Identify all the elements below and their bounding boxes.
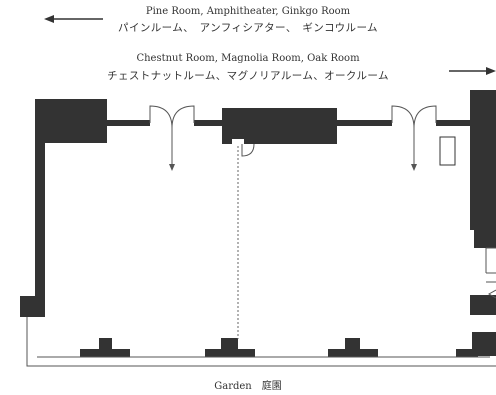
wall-block-center	[222, 108, 337, 144]
pillar-top-2	[221, 338, 238, 350]
left-direction-label-en: Pine Room, Amphitheater, Ginkgo Room	[145, 6, 351, 17]
left-direction-label-ja: パインルーム、 アンフィシアター、 ギンコウルーム	[118, 22, 378, 34]
door-left	[149, 105, 195, 171]
wall-left-notch	[20, 296, 45, 317]
pillar-base-1	[80, 349, 130, 357]
wall-block-left-upper	[35, 99, 107, 143]
wall-right-lower	[470, 295, 496, 315]
left-arrow-icon	[44, 15, 103, 23]
pillar-base-2	[205, 349, 255, 357]
garden-label: Garden 庭園	[0, 377, 496, 392]
wall-top-segment-2	[194, 120, 224, 126]
small-room-marker	[439, 136, 456, 166]
garden-label-ja: 庭園	[261, 381, 282, 392]
wall-top-segment-1	[103, 120, 150, 126]
right-direction-label-en: Chestnut Room, Magnolia Room, Oak Room	[136, 53, 360, 64]
wall-right-upper	[470, 90, 496, 230]
pillar-base-3	[328, 349, 378, 357]
pillar-top-3	[345, 338, 360, 350]
wall-top-segment-4	[436, 120, 472, 126]
right-entrance	[485, 247, 496, 299]
garden-label-en: Garden	[214, 381, 252, 392]
door-right	[391, 105, 437, 171]
pillar-top-1	[99, 338, 112, 350]
pillar-base-4	[456, 349, 478, 357]
door-center-small	[241, 143, 255, 157]
wall-left-vertical	[35, 99, 45, 299]
right-direction-label-ja: チェストナットルーム、マグノリアルーム、オークルーム	[107, 70, 389, 82]
walls	[20, 90, 496, 357]
wall-top-segment-3	[336, 120, 392, 126]
wall-right-mid	[474, 228, 496, 248]
garden-outline	[26, 317, 496, 367]
right-arrow-icon	[449, 67, 496, 75]
